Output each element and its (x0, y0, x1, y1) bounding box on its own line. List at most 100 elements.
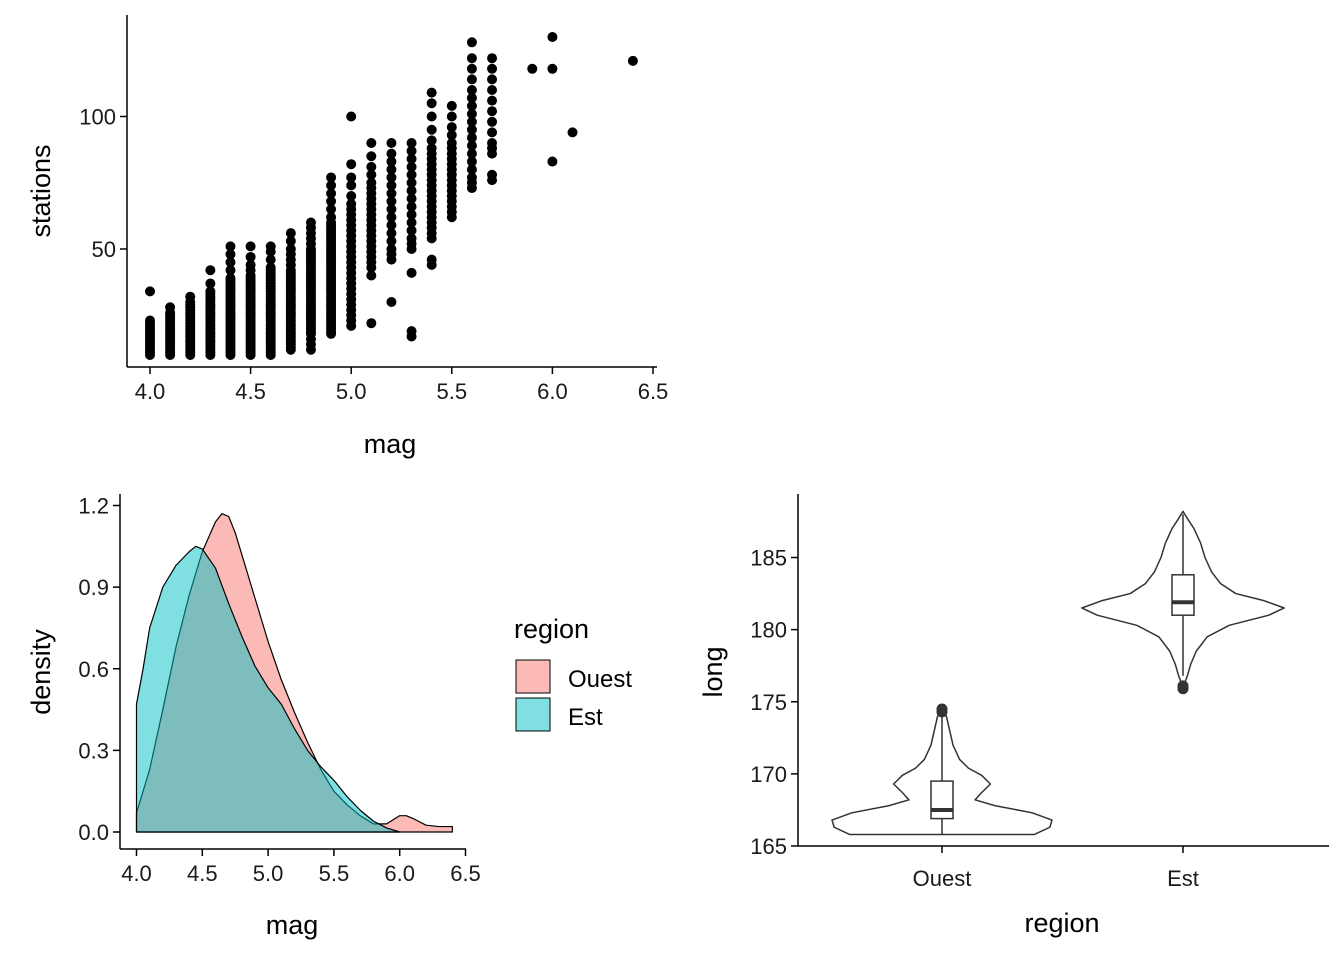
y-tick-label: 50 (92, 237, 116, 262)
scatter-point (185, 291, 196, 302)
scatter-point (305, 217, 316, 228)
scatter-point (406, 193, 417, 204)
scatter-point (487, 169, 498, 180)
scatter-point (386, 188, 397, 199)
scatter-point (386, 236, 397, 247)
legend-key-ouest (515, 659, 551, 694)
scatter-point (265, 262, 276, 273)
scatter-point (346, 111, 357, 122)
scatter-point (446, 100, 457, 111)
density-y-title: density (26, 629, 56, 715)
scatter-point (406, 326, 417, 337)
scatter-point (326, 204, 337, 215)
scatter-y-title: stations (26, 144, 56, 237)
scatter-point (225, 265, 236, 276)
scatter-x-ticks: 4.0 4.5 5.0 5.5 6.0 6.5 (135, 367, 669, 404)
scatter-point (426, 98, 437, 109)
density-panel: 4.0 4.5 5.0 5.5 6.0 6.5 0.0 0.3 0.6 0.9 1.2 mag d… (26, 494, 632, 941)
scatter-point (487, 74, 498, 85)
scatter-point (406, 177, 417, 188)
scatter-point (386, 172, 397, 183)
scatter-point (406, 185, 417, 196)
scatter-point (406, 138, 417, 148)
scatter-point (406, 209, 417, 220)
scatter-point (487, 106, 498, 117)
scatter-point (567, 127, 578, 138)
y-tick-label: 185 (750, 546, 787, 571)
scatter-point (466, 74, 477, 85)
y-tick-label: 170 (750, 762, 787, 787)
scatter-point (386, 204, 397, 215)
scatter-point (265, 254, 276, 265)
box-outlier (1177, 680, 1189, 692)
scatter-point (406, 233, 417, 244)
scatter-point (386, 244, 397, 254)
scatter-point (386, 148, 397, 159)
scatter-point (426, 124, 437, 135)
scatter-point (627, 55, 638, 66)
scatter-point (426, 254, 437, 265)
scatter-point (446, 111, 457, 122)
scatter-point (366, 151, 377, 162)
scatter-point (386, 212, 397, 223)
density-area-est (135, 545, 401, 833)
scatter-point (346, 180, 357, 191)
scatter-point (466, 85, 477, 95)
x-tick-label: 6.5 (638, 379, 669, 404)
scatter-point (547, 156, 558, 167)
density-y-ticks: 0.0 0.3 0.6 0.9 1.2 (78, 494, 120, 845)
x-tick-label: 4.5 (235, 379, 266, 404)
scatter-point (366, 177, 377, 188)
scatter-point (406, 161, 417, 172)
scatter-point (326, 180, 337, 191)
scatter-point (326, 188, 337, 199)
scatter-point (426, 87, 437, 98)
scatter-point (466, 100, 477, 111)
x-tick-label: 5.0 (253, 861, 284, 886)
y-tick-label: 100 (79, 105, 116, 130)
scatter-point (406, 153, 417, 164)
scatter-point (326, 196, 337, 207)
scatter-point (406, 267, 417, 278)
scatter-point (346, 159, 357, 170)
violin-x-title: region (1024, 908, 1099, 938)
legend-title: region (514, 614, 589, 644)
scatter-point (145, 286, 155, 297)
x-tick-label: Est (1167, 866, 1199, 891)
scatter-point (205, 265, 216, 276)
scatter-point (205, 286, 216, 297)
scatter-point (225, 241, 236, 252)
violin-shapes (831, 510, 1285, 836)
y-tick-label: 0.0 (78, 820, 109, 845)
scatter-point (245, 259, 256, 270)
box-iqr (930, 780, 954, 820)
violin-y-ticks: 165 170 175 180 185 (750, 546, 798, 859)
scatter-point (225, 249, 236, 260)
box-outlier (936, 703, 948, 715)
x-tick-label: Ouest (913, 866, 972, 891)
scatter-point (165, 302, 176, 313)
scatter-point (466, 63, 477, 74)
scatter-point (366, 138, 377, 148)
scatter-panel: 4.0 4.5 5.0 5.5 6.0 6.5 50 100 mag stations (26, 15, 668, 459)
scatter-y-ticks: 50 100 (79, 105, 127, 262)
scatter-point (487, 116, 498, 127)
scatter-point (205, 278, 216, 289)
y-tick-label: 0.3 (78, 738, 109, 763)
scatter-point (145, 315, 155, 326)
scatter-point (366, 318, 377, 329)
scatter-x-title: mag (364, 429, 417, 459)
y-tick-label: 165 (750, 834, 787, 859)
y-tick-label: 180 (750, 618, 787, 643)
y-tick-label: 175 (750, 690, 787, 715)
scatter-point (386, 164, 397, 175)
scatter-point (386, 156, 397, 167)
scatter-point (346, 198, 357, 209)
scatter-point (446, 122, 457, 133)
scatter-point (446, 138, 457, 148)
scatter-point (466, 164, 477, 175)
scatter-point (285, 228, 296, 239)
violin-panel: Ouest Est 165 170 175 180 185 region long (698, 494, 1329, 938)
y-tick-label: 1.2 (78, 494, 109, 519)
